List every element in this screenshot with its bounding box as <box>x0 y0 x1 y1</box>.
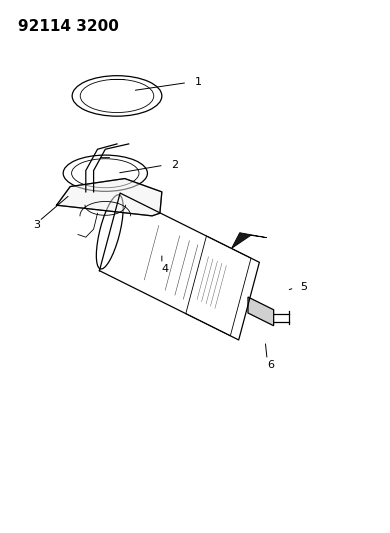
Text: 6: 6 <box>267 360 274 370</box>
Text: 2: 2 <box>172 160 179 169</box>
Polygon shape <box>248 297 274 326</box>
Text: 5: 5 <box>300 282 307 292</box>
Polygon shape <box>57 179 162 216</box>
Text: 92114 3200: 92114 3200 <box>18 19 119 34</box>
Text: 3: 3 <box>33 220 40 230</box>
Polygon shape <box>232 233 267 248</box>
Text: 1: 1 <box>195 77 202 87</box>
Text: 4: 4 <box>162 264 169 273</box>
